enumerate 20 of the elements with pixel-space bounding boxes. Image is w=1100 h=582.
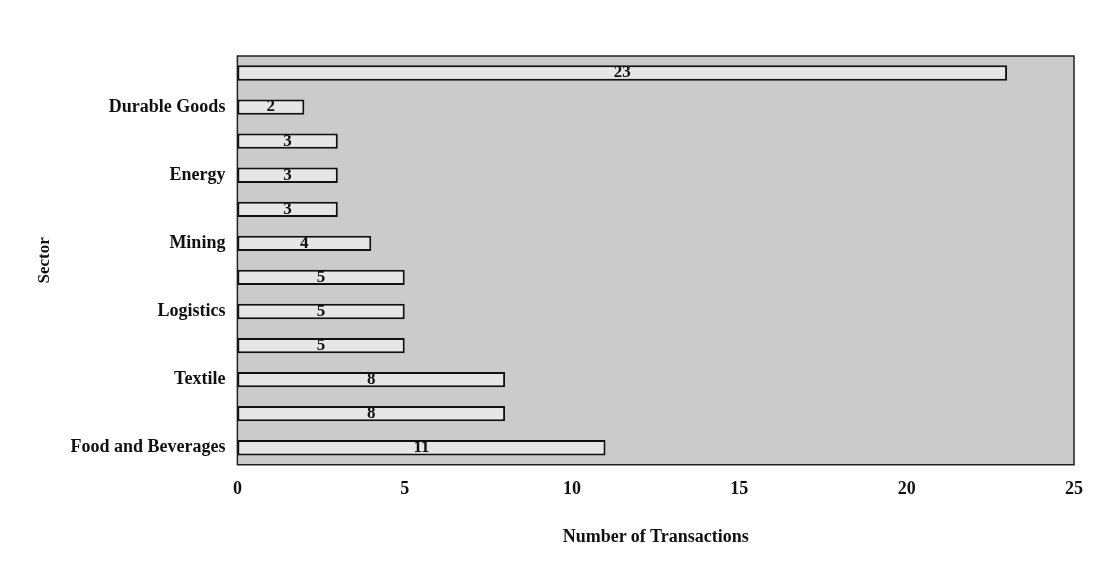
x-tick-label: 15 xyxy=(730,478,749,499)
x-tick-label: 5 xyxy=(400,478,410,499)
x-tick-label: 10 xyxy=(563,478,582,499)
data-label: 3 xyxy=(283,130,292,150)
y-tick-label: Energy xyxy=(169,163,226,184)
x-axis-title: Number of Transactions xyxy=(562,525,749,546)
y-tick-label: Textile xyxy=(174,368,226,389)
data-label: 3 xyxy=(283,198,292,218)
y-tick-label: Mining xyxy=(169,232,226,253)
y-tick-label: Food and Beverages xyxy=(70,436,226,457)
data-label: 5 xyxy=(316,300,326,320)
data-label: 3 xyxy=(283,164,292,184)
y-tick-label: Logistics xyxy=(157,300,226,321)
x-tick-label: 20 xyxy=(897,478,916,499)
data-label: 5 xyxy=(316,266,326,286)
y-tick-label: Durable Goods xyxy=(108,95,226,116)
data-label: 4 xyxy=(300,232,310,252)
y-axis-title: Sector xyxy=(33,236,53,284)
x-tick-label: 0 xyxy=(232,478,242,499)
x-tick-label: 25 xyxy=(1065,478,1083,499)
